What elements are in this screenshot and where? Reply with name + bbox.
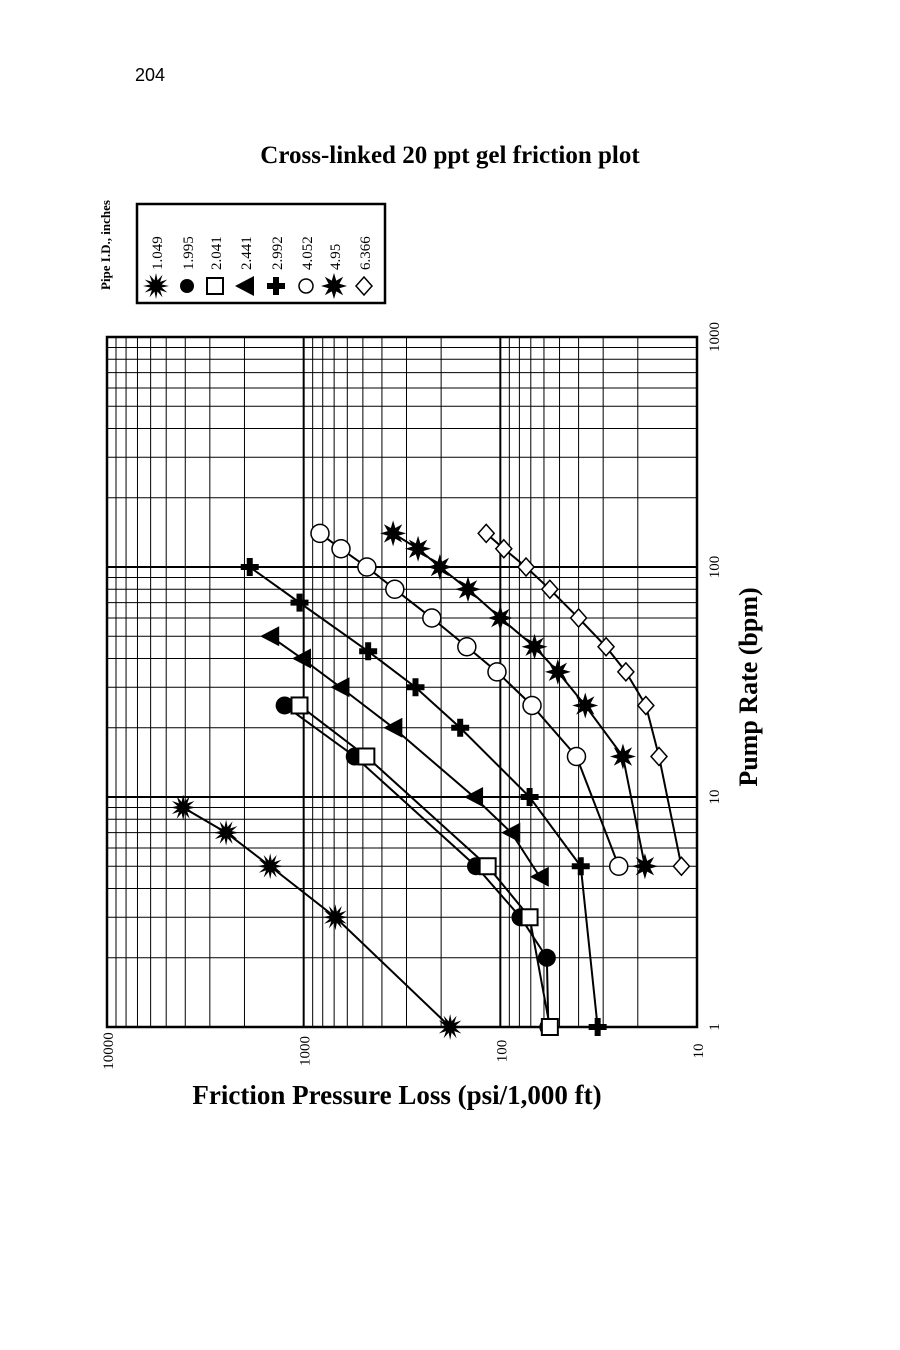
data-point bbox=[451, 718, 470, 737]
legend-label: 1.995 bbox=[181, 236, 197, 270]
data-point bbox=[290, 593, 309, 612]
data-point bbox=[330, 677, 350, 698]
legend-box bbox=[135, 202, 387, 305]
data-point bbox=[609, 743, 636, 770]
data-point bbox=[529, 866, 549, 887]
data-point bbox=[422, 608, 442, 628]
data-point bbox=[540, 579, 559, 600]
plot-frame bbox=[105, 335, 699, 1029]
series-line bbox=[284, 704, 550, 1028]
data-point bbox=[544, 658, 571, 685]
legend-marker bbox=[298, 278, 314, 294]
legend-marker bbox=[180, 279, 194, 293]
x-axis-label: Pump Rate (bpm) bbox=[734, 587, 763, 786]
y-axis-label: Friction Pressure Loss (psi/1,000 ft) bbox=[192, 1080, 601, 1110]
legend-marker bbox=[321, 273, 347, 299]
series-line bbox=[249, 566, 599, 1028]
chart-title: Cross-linked 20 ppt gel friction plot bbox=[260, 142, 640, 169]
data-point bbox=[517, 556, 536, 578]
legend-label: 4.052 bbox=[300, 236, 316, 270]
data-point bbox=[213, 819, 240, 846]
data-point bbox=[426, 554, 453, 580]
series-line bbox=[485, 532, 683, 867]
data-point bbox=[380, 520, 407, 547]
data-point bbox=[597, 636, 616, 657]
data-point bbox=[616, 661, 635, 682]
data-point bbox=[260, 626, 280, 647]
data-point bbox=[357, 747, 376, 766]
legend-marker bbox=[206, 277, 224, 295]
data-point bbox=[170, 794, 197, 821]
legend-label: 6.366 bbox=[358, 236, 374, 270]
x-tick-label: 1000 bbox=[707, 322, 723, 352]
data-point bbox=[571, 857, 590, 876]
data-point bbox=[588, 1018, 607, 1036]
data-point bbox=[672, 856, 691, 877]
legend-marker bbox=[354, 275, 374, 297]
x-tick-label: 1 bbox=[707, 1023, 723, 1031]
data-point bbox=[455, 576, 482, 603]
y-tick-label: 10000 bbox=[101, 1032, 117, 1070]
data-point bbox=[275, 696, 294, 715]
y-tick-label: 100 bbox=[494, 1040, 510, 1063]
data-point bbox=[359, 642, 378, 661]
data-point bbox=[331, 539, 351, 559]
data-point bbox=[240, 558, 259, 576]
data-point bbox=[291, 648, 311, 669]
data-point bbox=[385, 579, 405, 600]
data-point bbox=[520, 788, 539, 806]
data-point bbox=[522, 695, 542, 716]
y-tick-label: 1000 bbox=[298, 1036, 314, 1066]
data-point bbox=[487, 662, 507, 682]
data-point bbox=[257, 853, 284, 880]
data-point bbox=[464, 787, 484, 807]
data-point bbox=[608, 856, 629, 876]
data-point bbox=[477, 523, 496, 544]
data-point bbox=[383, 717, 403, 738]
legend-label: 2.041 bbox=[209, 236, 225, 270]
data-point bbox=[650, 746, 669, 767]
legend-label: 2.441 bbox=[239, 236, 255, 270]
x-tick-label: 100 bbox=[707, 556, 723, 579]
legend-marker bbox=[143, 273, 169, 299]
legend-marker bbox=[267, 277, 285, 295]
data-point bbox=[406, 678, 425, 697]
series-line bbox=[392, 532, 646, 867]
series-line bbox=[319, 532, 620, 867]
data-point bbox=[310, 523, 330, 544]
data-point bbox=[494, 538, 513, 559]
data-point bbox=[357, 557, 377, 577]
data-point bbox=[501, 822, 521, 843]
legend-label: 2.992 bbox=[270, 236, 286, 270]
x-tick-label: 10 bbox=[707, 790, 723, 805]
data-point bbox=[631, 853, 658, 880]
data-point bbox=[487, 605, 514, 632]
y-tick-label: 10 bbox=[691, 1044, 707, 1059]
legend-title: Pipe I.D., inches bbox=[98, 200, 113, 290]
data-point bbox=[405, 535, 432, 562]
data-point bbox=[537, 948, 556, 967]
page-number: 204 bbox=[135, 65, 165, 85]
data-point bbox=[478, 857, 497, 876]
data-point bbox=[521, 633, 548, 660]
data-point bbox=[290, 696, 309, 715]
data-point bbox=[322, 904, 349, 931]
data-point bbox=[572, 692, 599, 719]
data-point bbox=[636, 695, 655, 716]
data-point bbox=[437, 1014, 464, 1040]
data-point bbox=[540, 1018, 559, 1036]
legend-marker bbox=[235, 276, 254, 296]
data-point bbox=[520, 908, 539, 927]
legend-label: 1.049 bbox=[150, 236, 166, 270]
data-point bbox=[457, 637, 477, 657]
legend-label: 4.95 bbox=[328, 244, 344, 270]
data-point bbox=[566, 746, 587, 767]
data-point bbox=[569, 607, 588, 629]
